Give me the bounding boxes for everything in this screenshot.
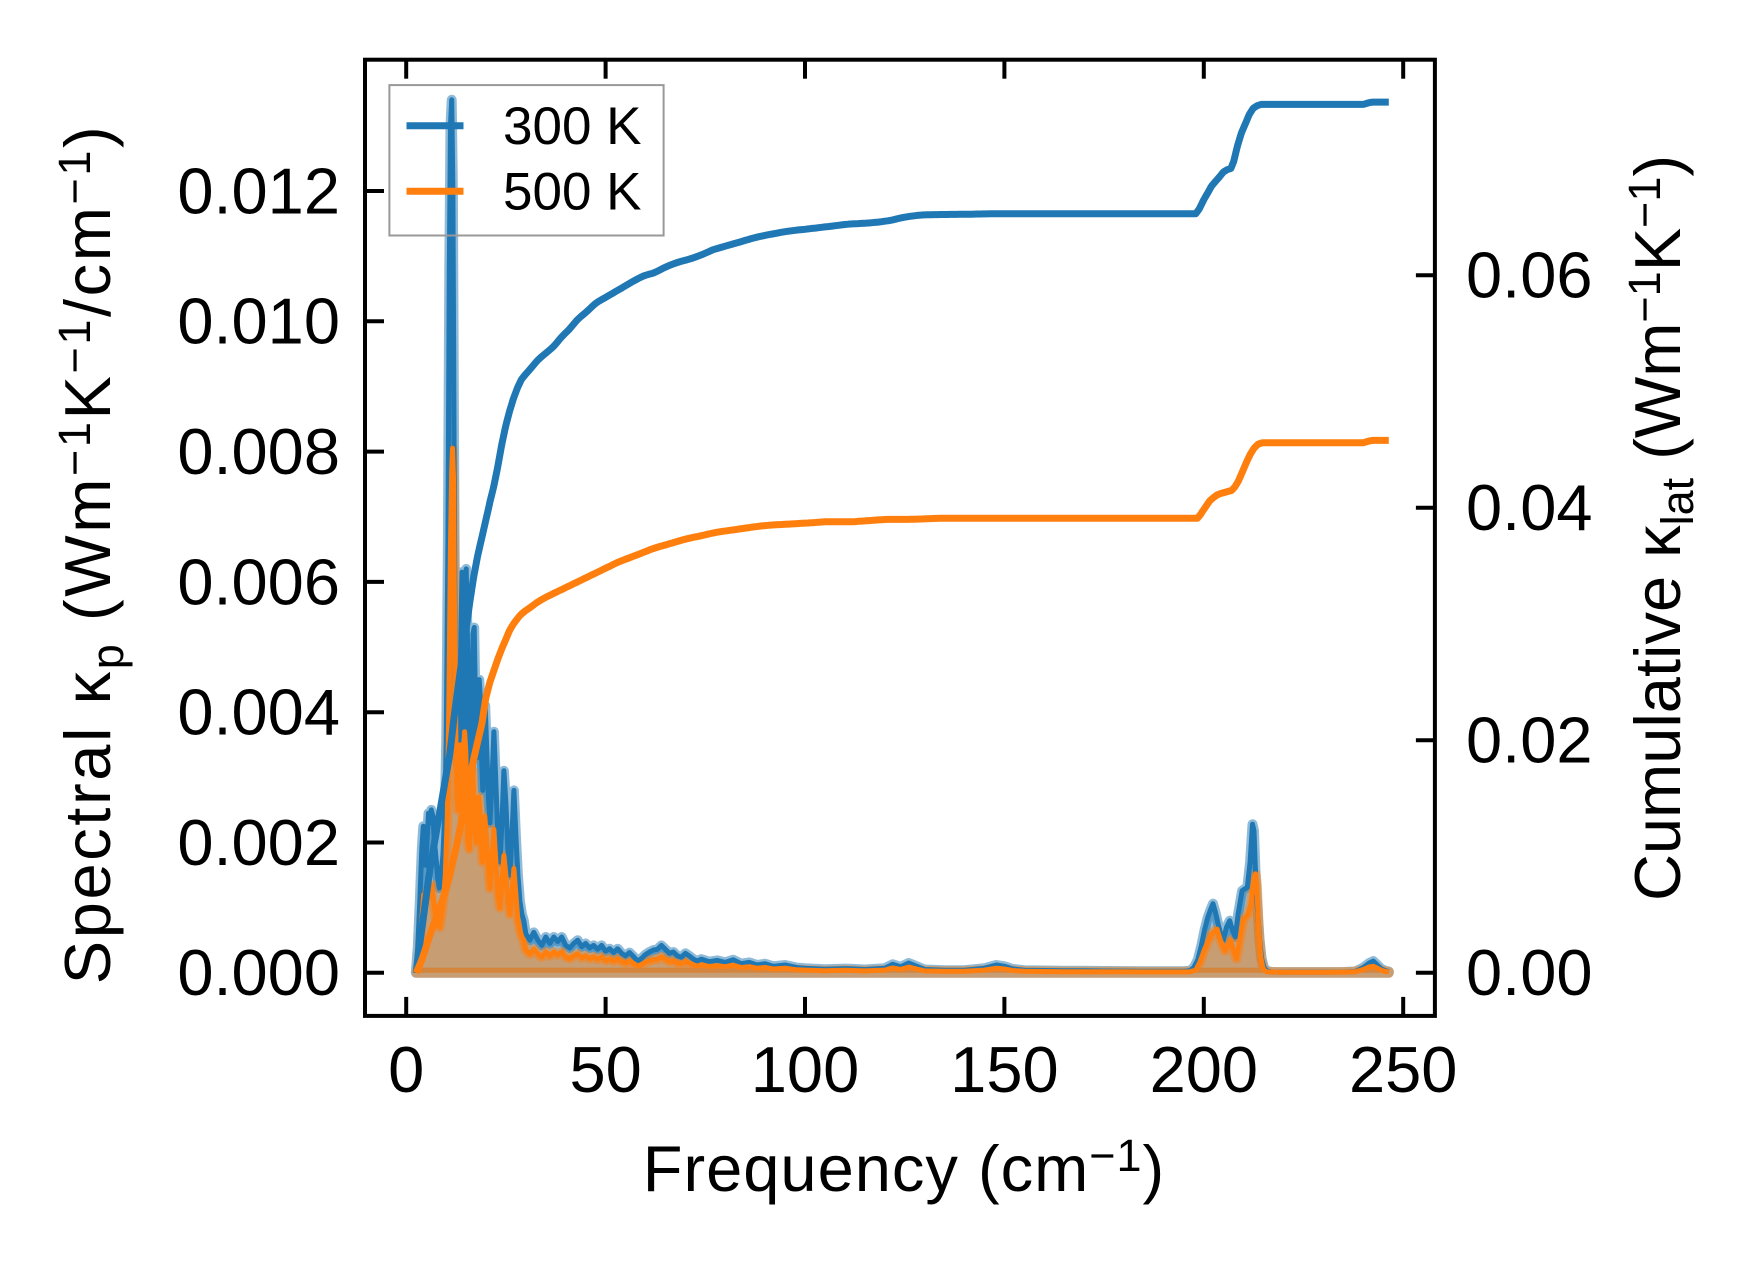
svg-text:0.02: 0.02 bbox=[1466, 704, 1593, 777]
svg-text:200: 200 bbox=[1150, 1033, 1258, 1106]
svg-text:0.010: 0.010 bbox=[177, 285, 340, 358]
svg-text:250: 250 bbox=[1349, 1033, 1457, 1106]
svg-text:0.006: 0.006 bbox=[177, 545, 340, 618]
svg-text:Cumulative κlat (Wm−1K−1): Cumulative κlat (Wm−1K−1) bbox=[1619, 155, 1703, 901]
svg-text:0.012: 0.012 bbox=[177, 154, 340, 227]
svg-text:50: 50 bbox=[569, 1033, 641, 1106]
svg-text:0.000: 0.000 bbox=[177, 936, 340, 1009]
svg-text:0.04: 0.04 bbox=[1466, 471, 1593, 544]
svg-text:0.008: 0.008 bbox=[177, 415, 340, 488]
svg-text:0.004: 0.004 bbox=[177, 676, 340, 749]
svg-text:0.06: 0.06 bbox=[1466, 239, 1593, 312]
svg-text:150: 150 bbox=[950, 1033, 1058, 1106]
svg-text:500 K: 500 K bbox=[503, 163, 642, 222]
svg-text:Frequency (cm−1): Frequency (cm−1) bbox=[643, 1130, 1165, 1205]
svg-text:Spectral κp (Wm−1K−1/cm−1): Spectral κp (Wm−1K−1/cm−1) bbox=[49, 124, 133, 985]
svg-text:300 K: 300 K bbox=[503, 97, 642, 156]
svg-text:0: 0 bbox=[388, 1033, 424, 1106]
svg-text:100: 100 bbox=[751, 1033, 859, 1106]
svg-text:0.00: 0.00 bbox=[1466, 936, 1593, 1009]
svg-text:0.002: 0.002 bbox=[177, 806, 340, 879]
